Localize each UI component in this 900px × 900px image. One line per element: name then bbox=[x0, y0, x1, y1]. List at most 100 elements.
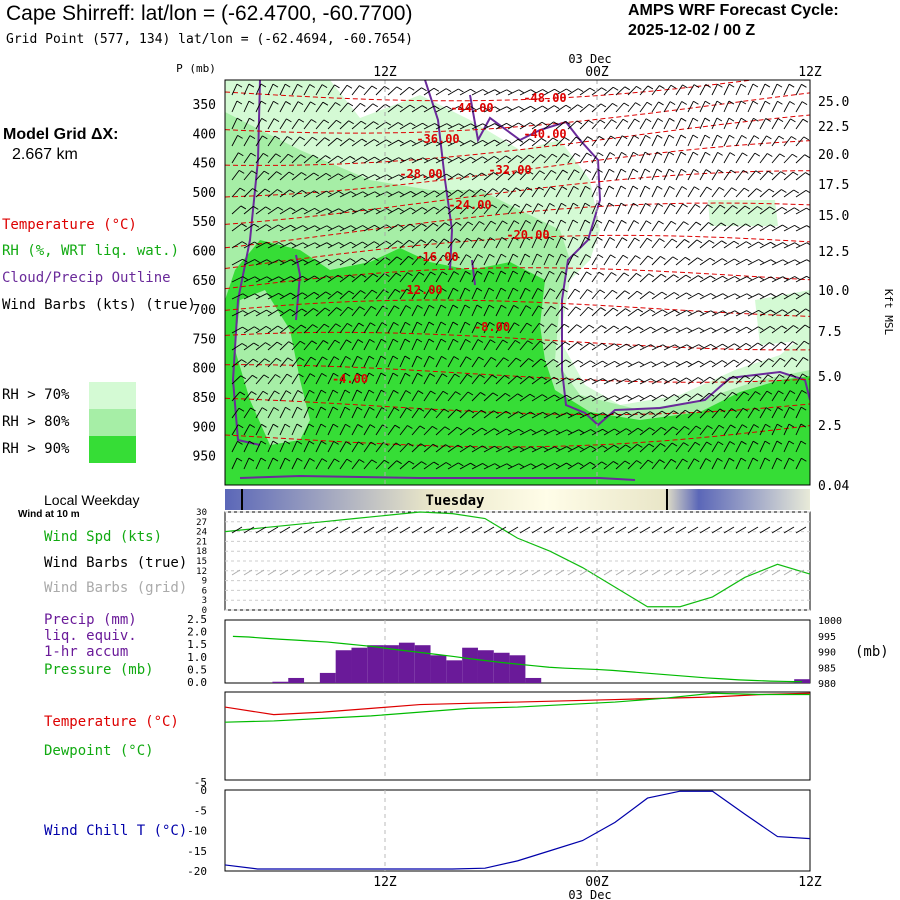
wind-barb bbox=[423, 408, 432, 419]
wind-barb bbox=[435, 238, 445, 249]
wind-barb-flag bbox=[645, 118, 652, 123]
wind-barb-flag bbox=[239, 187, 246, 192]
wind-chill-tick-label: 0 bbox=[200, 784, 207, 797]
wind-barb-flag bbox=[265, 342, 271, 346]
wind-barb bbox=[687, 409, 698, 419]
wind-barb-flag bbox=[647, 85, 654, 90]
wind-barb bbox=[759, 153, 768, 164]
wind-barb bbox=[579, 395, 591, 402]
wind-barb bbox=[423, 271, 431, 283]
wind-barb-flag bbox=[468, 409, 475, 414]
wind-barb bbox=[519, 203, 527, 215]
wind-barb-flag bbox=[659, 459, 665, 464]
wind-barb bbox=[555, 137, 565, 147]
wind-barb-flag bbox=[781, 325, 787, 330]
wind-barb-flag bbox=[734, 343, 740, 348]
wind-barb bbox=[699, 441, 707, 453]
wind-barb-flag bbox=[345, 356, 351, 360]
wind-chill-panel-frame bbox=[224, 789, 811, 872]
wind-barb-flag bbox=[336, 119, 342, 124]
wind-barb bbox=[495, 305, 502, 317]
wind-barb bbox=[615, 168, 622, 181]
wind-barb-flag bbox=[578, 445, 584, 450]
wind-barb-flag bbox=[454, 254, 460, 259]
wind-barb-flag bbox=[506, 89, 513, 94]
wind-barb-flag bbox=[290, 242, 296, 247]
wind-barb-flag bbox=[289, 207, 296, 212]
wind-barb-flag bbox=[325, 291, 331, 296]
wind-barb-flag bbox=[374, 224, 380, 229]
wind-barb bbox=[795, 275, 807, 283]
wind-barb-flag bbox=[530, 463, 537, 468]
wind-barb bbox=[783, 259, 795, 266]
wind-barb bbox=[315, 423, 322, 436]
wind-barb bbox=[507, 411, 519, 419]
wind-barb bbox=[279, 224, 291, 232]
wind-barb-flag bbox=[350, 241, 356, 246]
wind-barb bbox=[759, 309, 771, 317]
wind-barb-flag bbox=[370, 305, 377, 310]
wind-barb bbox=[303, 458, 311, 470]
wind-barb bbox=[675, 256, 686, 266]
surface-wind-barb bbox=[507, 526, 519, 534]
wind-barb-flag bbox=[668, 151, 675, 156]
wind-speed-line bbox=[224, 511, 811, 608]
wind-barb bbox=[315, 208, 327, 215]
wind-barb bbox=[663, 151, 670, 164]
wind-barb bbox=[603, 307, 614, 317]
wind-barb bbox=[579, 169, 587, 181]
wind-barb bbox=[351, 156, 363, 164]
wind-barb-flag bbox=[493, 172, 499, 176]
wind-barb bbox=[651, 344, 663, 351]
wind-barb-flag bbox=[266, 309, 272, 314]
wind-barb-flag bbox=[696, 409, 703, 414]
wind-barb bbox=[339, 156, 351, 164]
wind-barb-flag bbox=[612, 307, 619, 312]
wind-barb-flag bbox=[404, 372, 411, 377]
surface-wind-barb bbox=[447, 526, 459, 534]
grid-wind-barb bbox=[651, 569, 661, 576]
wind-barb bbox=[627, 444, 638, 453]
wind-barb-flag bbox=[320, 406, 327, 411]
wind-barb-flag bbox=[633, 135, 640, 139]
surface-wind-barb bbox=[495, 526, 507, 534]
wind-barb bbox=[567, 186, 574, 198]
wind-barb bbox=[243, 259, 255, 266]
wind-barb-flag bbox=[300, 154, 306, 159]
pressure-right-tick-label: 995 bbox=[818, 632, 836, 643]
wind-barb-flag bbox=[308, 440, 315, 445]
wind-barb bbox=[591, 412, 603, 419]
wind-barb bbox=[567, 288, 576, 300]
wind-barb bbox=[411, 461, 422, 470]
wind-barb bbox=[255, 276, 267, 283]
wind-barb bbox=[627, 237, 635, 249]
bottom-time-tick: 12Z bbox=[373, 875, 397, 890]
dry-pocket-mid bbox=[595, 270, 740, 345]
wind-barb-flag bbox=[505, 392, 511, 397]
wind-barb-flag bbox=[361, 138, 368, 143]
wind-barb-flag bbox=[416, 338, 423, 343]
wind-barb bbox=[675, 221, 684, 232]
wind-barb-flag bbox=[753, 135, 760, 139]
wind-barb-flag bbox=[432, 425, 438, 430]
wind-barb-flag bbox=[421, 87, 427, 92]
wind-barb bbox=[495, 410, 507, 419]
wind-barb bbox=[435, 373, 443, 385]
wind-barb-flag bbox=[598, 271, 605, 276]
wind-barb bbox=[303, 275, 315, 283]
wind-barb-flag bbox=[733, 240, 740, 245]
wind-barb-flag bbox=[335, 323, 341, 328]
wind-barb bbox=[471, 204, 481, 215]
wind-barb-flag bbox=[456, 221, 462, 226]
wind-barb bbox=[663, 394, 675, 402]
wind-barb bbox=[723, 441, 731, 453]
wind-barb bbox=[387, 174, 400, 181]
wind-barb-flag bbox=[530, 105, 536, 110]
wind-barb bbox=[267, 171, 277, 181]
wind-barb bbox=[555, 104, 567, 113]
grid-wind-barb bbox=[291, 569, 301, 576]
wind-barb bbox=[507, 393, 518, 402]
wind-barb-flag bbox=[770, 241, 776, 246]
wind-barb bbox=[507, 220, 515, 232]
wind-barb-flag bbox=[587, 289, 593, 293]
